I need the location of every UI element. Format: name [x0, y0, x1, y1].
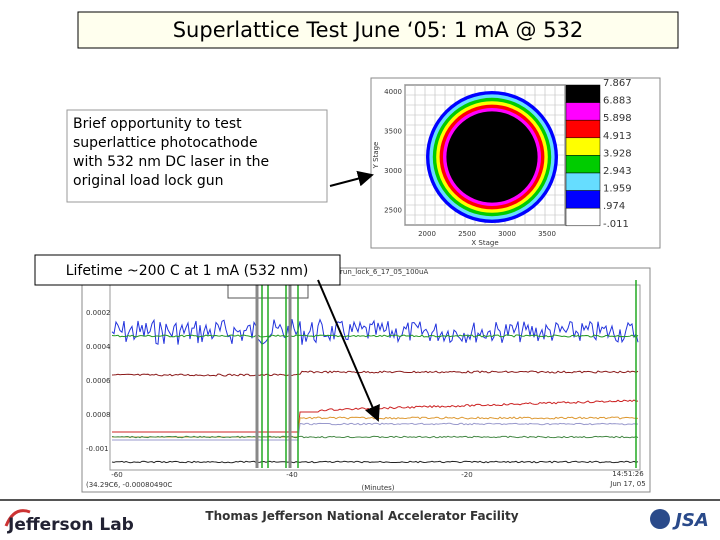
arrow: [329, 170, 374, 187]
intro-box: [66, 109, 328, 203]
colorbar: [565, 84, 601, 227]
trace: [111, 460, 639, 464]
facility-name: Thomas Jefferson National Accelerator Fa…: [205, 509, 518, 523]
lifetime-note: Lifetime ~200 C at 1 mA (532 nm): [66, 263, 309, 279]
trace: [111, 334, 639, 338]
jsa-logo: JSA: [672, 510, 709, 531]
title-box: [77, 11, 679, 49]
colorbar-cell: [565, 102, 601, 121]
trace: [111, 318, 639, 345]
intro-text: Brief opportunity to test superlattice ph…: [73, 116, 269, 189]
trace: [111, 435, 639, 439]
strip-plot: [109, 284, 641, 471]
colorbar-label: .974: [603, 201, 625, 212]
time-label: Jun 17, 05: [609, 480, 645, 488]
y-tick-label: 0.0004: [86, 343, 111, 351]
y-tick-label: 0.0002: [86, 309, 111, 317]
colorbar-label: 6.883: [603, 96, 632, 107]
contour-labels: 7.867 6.883 5.898 4.913 3.928 2.943 1.959 .974 -…: [372, 78, 632, 247]
intro-line: superlattice photocathode: [73, 135, 258, 151]
y-tick-label: 0.0008: [86, 411, 111, 419]
x-tick-label: 3500: [538, 230, 556, 238]
colorbar-cell: [565, 137, 601, 156]
x-tick-label: 3000: [498, 230, 516, 238]
y-tick-label: -0.001: [86, 445, 109, 453]
x-tick-label: -60: [111, 471, 122, 479]
intro-line: original load lock gun: [73, 173, 224, 189]
lifetime-box: [34, 254, 341, 286]
y-axis-label: Y Stage: [372, 142, 380, 170]
strip-labels: run_lock_6_17_05_100uA 0.0002 0.0004 0.0006…: [86, 268, 646, 492]
lab-swoosh: [4, 509, 31, 527]
colorbar-cell: [565, 84, 601, 103]
slide-title: Superlattice Test June ‘05: 1 mA @ 532: [173, 18, 584, 42]
intro-line: with 532 nm DC laser in the: [73, 154, 269, 170]
colorbar-label: 2.943: [603, 166, 632, 177]
x-tick-label: 2000: [418, 230, 436, 238]
time-label: 14:51:26: [612, 470, 644, 478]
colorbar-cell: [565, 172, 601, 191]
y-tick-label: 3000: [384, 167, 402, 175]
intro-line: Brief opportunity to test: [73, 116, 242, 132]
lab-name: Jefferson Lab: [7, 515, 134, 535]
ring: [446, 111, 538, 203]
trace: [111, 370, 639, 377]
y-tick-label: 3500: [384, 128, 402, 136]
strip-title: run_lock_6_17_05_100uA: [340, 268, 428, 276]
y-tick-label: 2500: [384, 207, 402, 215]
x-axis-label: (Minutes): [361, 484, 394, 492]
colorbar-cell: [565, 207, 601, 227]
doe-logo: [650, 509, 670, 529]
colorbar-cell: [565, 190, 601, 209]
trace: [112, 422, 639, 441]
colorbar-label: 4.913: [603, 131, 632, 142]
y-tick-label: 0.0006: [86, 377, 111, 385]
colorbar-label: 3.928: [603, 148, 632, 159]
x-axis-label: X Stage: [471, 239, 498, 247]
strip-traces: [111, 280, 639, 468]
cursor-readout: (34.29C6, -0.00080490C: [86, 481, 172, 489]
colorbar-label: 1.959: [603, 184, 632, 195]
colorbar-cell: [565, 119, 601, 139]
y-tick-label: 4000: [384, 88, 402, 96]
x-tick-label: 2500: [458, 230, 476, 238]
contour-rings: [426, 91, 558, 223]
colorbar-cell: [565, 155, 601, 174]
colorbar-label: -.011: [603, 219, 629, 230]
x-tick-label: -20: [461, 471, 472, 479]
colorbar-label: 5.898: [603, 113, 632, 124]
colorbar-label: 7.867: [603, 78, 632, 89]
arrow: [317, 279, 380, 422]
x-tick-label: -40: [286, 471, 297, 479]
